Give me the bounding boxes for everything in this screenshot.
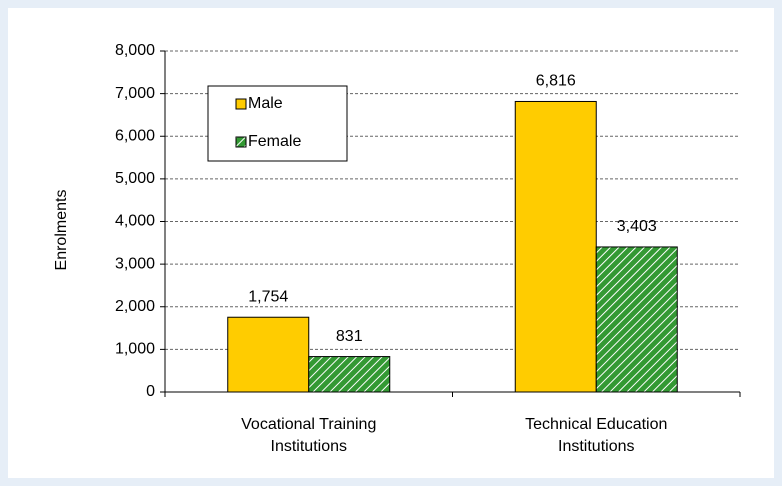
y-tick-label: 2,000	[115, 298, 155, 315]
legend-swatch	[235, 98, 247, 110]
bar	[595, 246, 678, 393]
data-label: 3,403	[617, 218, 657, 235]
bar	[308, 356, 391, 393]
background	[8, 8, 774, 478]
legend-label: Female	[248, 133, 301, 150]
bar	[514, 100, 597, 393]
y-tick-label: 8,000	[115, 42, 155, 59]
y-tick-label: 6,000	[115, 127, 155, 144]
y-tick-label: 4,000	[115, 213, 155, 230]
y-tick-label: 0	[146, 383, 155, 400]
bar	[227, 316, 310, 393]
y-axis-label: Enrolments	[53, 190, 70, 271]
y-tick-label: 1,000	[115, 341, 155, 358]
data-label: 831	[336, 328, 363, 345]
legend-label: Male	[248, 95, 283, 112]
y-tick-label: 7,000	[115, 85, 155, 102]
x-tick-label: Vocational Training Institutions	[241, 416, 376, 455]
y-tick-label: 3,000	[115, 255, 155, 272]
y-tick-label: 5,000	[115, 170, 155, 187]
legend-swatch	[235, 136, 247, 148]
data-label: 6,816	[536, 73, 576, 90]
x-tick-label: Technical Education Institutions	[525, 416, 667, 455]
data-label: 1,754	[248, 288, 288, 305]
legend-box	[207, 85, 348, 162]
